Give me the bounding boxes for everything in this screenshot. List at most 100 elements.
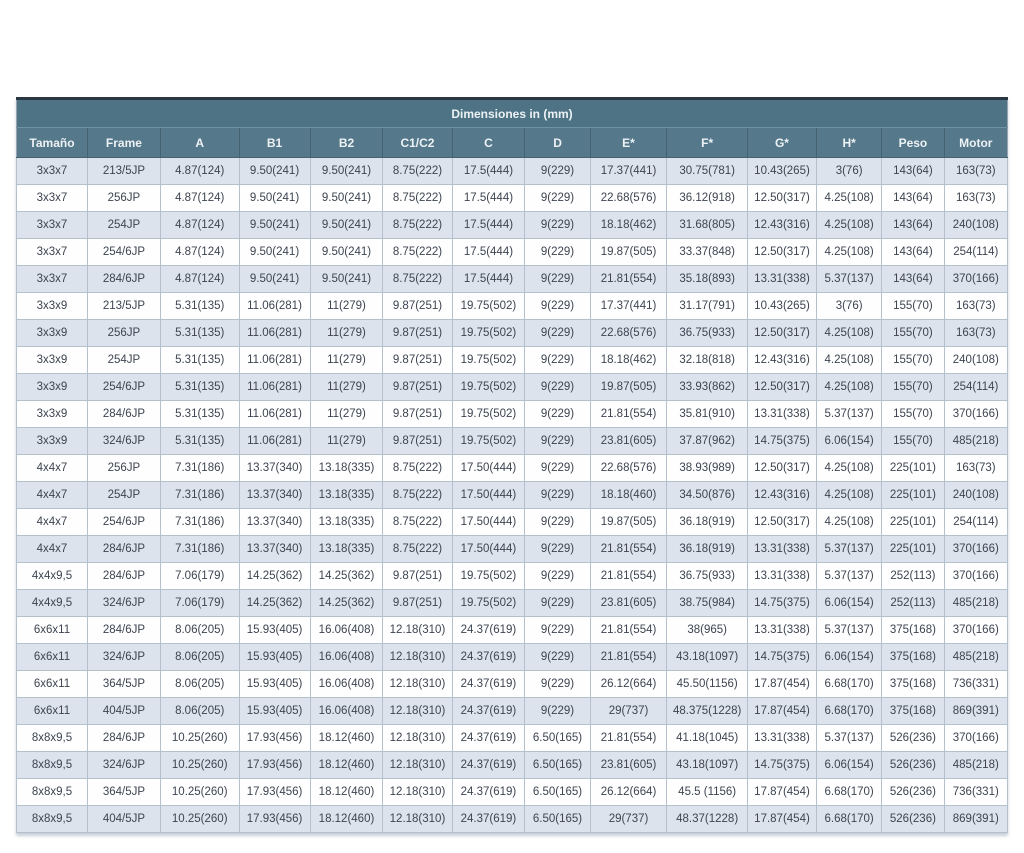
table-cell: 14.25(362): [238, 562, 311, 590]
table-cell: 17.93(456): [238, 724, 311, 752]
table-cell: 21.81(554): [589, 616, 668, 644]
table-cell: 5.37(137): [816, 616, 883, 644]
table-cell: 14.25(362): [309, 562, 384, 590]
table-cell: 9.87(251): [382, 562, 453, 590]
table-row: 3x3x9 254/6JP 5.31(135) 11.06(281) 11(279) 9.…: [16, 373, 1009, 401]
table-cell: 38.93(989): [666, 454, 748, 482]
column-header: H*: [816, 127, 882, 158]
column-header: A: [159, 127, 240, 158]
table-cell: 9(229): [524, 535, 591, 563]
table-cell: 736(331): [943, 778, 1009, 806]
table-cell: 11(279): [309, 400, 384, 428]
table-row: 3x3x9 213/5JP 5.31(135) 11.06(281) 11(279) 9.…: [16, 292, 1009, 320]
table-cell: 48.37(1228): [666, 805, 748, 833]
table-cell: 19.75(502): [451, 319, 526, 347]
table-cell: 364/5JP: [86, 670, 161, 698]
table-cell: 6x6x11: [16, 670, 88, 698]
table-cell: 43.18(1097): [666, 643, 748, 671]
table-cell: 155(70): [881, 427, 945, 455]
table-cell: 8x8x9,5: [16, 778, 88, 806]
table-title: Dimensiones in (mm): [16, 98, 1008, 128]
table-cell: 9(229): [524, 184, 591, 212]
table-cell: 5.37(137): [816, 535, 883, 563]
table-cell: 12.18(310): [382, 616, 453, 644]
table-cell: 18.12(460): [309, 805, 384, 833]
table-cell: 9(229): [524, 670, 591, 698]
table-cell: 6.06(154): [816, 643, 883, 671]
table-cell: 4.25(108): [816, 508, 883, 536]
table-cell: 9.50(241): [309, 238, 384, 266]
table-cell: 155(70): [881, 400, 945, 428]
table-cell: 155(70): [881, 292, 945, 320]
table-cell: 26.12(664): [589, 778, 668, 806]
table-cell: 13.31(338): [746, 535, 818, 563]
table-cell: 370(166): [943, 616, 1009, 644]
table-cell: 4.87(124): [159, 184, 240, 212]
table-cell: 43.18(1097): [666, 751, 748, 779]
table-cell: 19.87(505): [589, 238, 668, 266]
table-cell: 18.18(460): [589, 481, 668, 509]
table-cell: 12.50(317): [746, 454, 818, 482]
table-cell: 254(114): [943, 508, 1009, 536]
table-cell: 12.50(317): [746, 373, 818, 401]
table-cell: 225(101): [881, 535, 945, 563]
table-cell: 4.25(108): [816, 373, 883, 401]
table-cell: 254/6JP: [86, 238, 161, 266]
table-cell: 5.37(137): [816, 724, 883, 752]
table-cell: 12.18(310): [382, 670, 453, 698]
table-cell: 12.18(310): [382, 724, 453, 752]
table-cell: 21.81(554): [589, 265, 668, 293]
table-cell: 24.37(619): [451, 670, 526, 698]
table-cell: 485(218): [943, 427, 1009, 455]
table-cell: 485(218): [943, 643, 1009, 671]
table-cell: 163(73): [943, 157, 1009, 185]
table-cell: 9.87(251): [382, 589, 453, 617]
table-cell: 12.43(316): [746, 211, 818, 239]
table-cell: 19.75(502): [451, 292, 526, 320]
table-cell: 256JP: [86, 184, 161, 212]
table-cell: 7.31(186): [159, 535, 240, 563]
table-cell: 5.31(135): [159, 373, 240, 401]
table-cell: 404/5JP: [86, 805, 161, 833]
table-cell: 18.12(460): [309, 724, 384, 752]
table-cell: 31.68(805): [666, 211, 748, 239]
table-cell: 19.75(502): [451, 400, 526, 428]
table-row: 3x3x7 254JP 4.87(124) 9.50(241) 9.50(241) 8.7…: [16, 211, 1009, 239]
table-cell: 284/6JP: [86, 616, 161, 644]
dimensions-table-wrap: Dimensiones in (mm) Tamaño Frame A B1 B2 C1/C…: [16, 97, 1009, 833]
table-cell: 8.75(222): [382, 265, 453, 293]
table-cell: 256JP: [86, 454, 161, 482]
table-cell: 13.18(335): [309, 481, 384, 509]
table-cell: 8x8x9,5: [16, 751, 88, 779]
table-cell: 24.37(619): [451, 724, 526, 752]
table-cell: 8.75(222): [382, 535, 453, 563]
table-cell: 4.87(124): [159, 265, 240, 293]
table-cell: 11.06(281): [238, 319, 311, 347]
table-cell: 4.87(124): [159, 211, 240, 239]
table-cell: 163(73): [943, 292, 1009, 320]
table-cell: 19.87(505): [589, 373, 668, 401]
table-cell: 5.31(135): [159, 427, 240, 455]
table-cell: 370(166): [943, 265, 1009, 293]
table-cell: 254JP: [86, 211, 161, 239]
table-cell: 11.06(281): [238, 346, 311, 374]
table-cell: 3x3x9: [16, 319, 88, 347]
table-cell: 13.31(338): [746, 724, 818, 752]
table-cell: 6.06(154): [816, 427, 883, 455]
table-cell: 324/6JP: [86, 643, 161, 671]
table-cell: 17.37(441): [589, 157, 668, 185]
table-cell: 163(73): [943, 184, 1009, 212]
table-cell: 284/6JP: [86, 535, 161, 563]
table-cell: 14.75(375): [746, 751, 818, 779]
table-cell: 3x3x7: [16, 184, 88, 212]
table-cell: 12.18(310): [382, 805, 453, 833]
table-row: 3x3x9 256JP 5.31(135) 11.06(281) 11(279) 9.87…: [16, 319, 1009, 347]
table-cell: 3x3x7: [16, 157, 88, 185]
table-cell: 6.50(165): [524, 724, 591, 752]
table-cell: 11.06(281): [238, 427, 311, 455]
column-header: C1/C2: [382, 127, 452, 158]
table-cell: 370(166): [943, 724, 1009, 752]
table-row: 3x3x9 254JP 5.31(135) 11.06(281) 11(279) 9.87…: [16, 346, 1009, 374]
table-cell: 23.81(605): [589, 427, 668, 455]
table-cell: 11(279): [309, 346, 384, 374]
